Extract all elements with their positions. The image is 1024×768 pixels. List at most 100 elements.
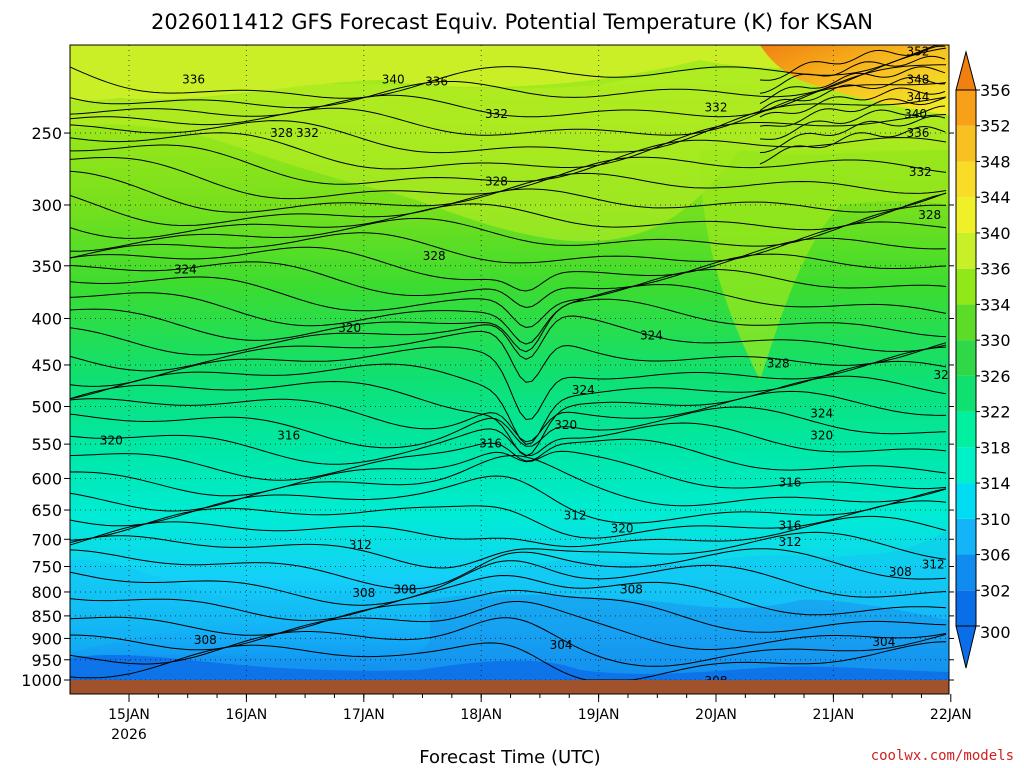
contour-line <box>70 450 947 497</box>
x-tick-label: 22JAN <box>930 707 972 723</box>
colorbar-bottom-arrow <box>955 625 977 669</box>
x-tick-label: 16JAN <box>226 707 268 723</box>
contour-line <box>70 346 947 421</box>
contour-label: 328 <box>485 175 508 189</box>
contour-line <box>70 47 947 109</box>
colorbar-band <box>956 161 976 198</box>
colorbar-tick-label: 314 <box>980 474 1011 493</box>
contour-line <box>759 87 946 118</box>
contour-line <box>759 125 946 165</box>
contour-line <box>70 170 947 213</box>
contour-label: 320 <box>611 521 634 535</box>
contour-label: 328 <box>918 208 941 222</box>
x-sublabel: 2026 <box>111 727 147 743</box>
contour-line <box>70 64 947 118</box>
northeast-warm-corner <box>760 45 949 115</box>
y-tick-label: 550 <box>31 435 62 454</box>
colorbar-tick-label: 326 <box>980 367 1011 386</box>
contour-label: 336 <box>906 126 929 140</box>
contour-line <box>70 360 947 445</box>
contour-label: 304 <box>872 635 895 649</box>
contour-label: 324 <box>810 407 833 421</box>
green-tongue <box>700 150 949 380</box>
contour-line <box>70 422 947 465</box>
contour-line <box>70 375 947 457</box>
y-tick-label: 1000 <box>21 671 62 690</box>
contour-label: 308 <box>996 655 1019 669</box>
contour-label: 324 <box>640 329 663 343</box>
colorbar-tick-label: 330 <box>980 331 1011 350</box>
y-tick-label: 850 <box>31 607 62 626</box>
x-axis-label: Forecast Time (UTC) <box>419 747 600 768</box>
contour-line <box>70 45 946 99</box>
contour-label: 348 <box>906 73 929 87</box>
contour-line <box>759 45 946 81</box>
contour-label: 340 <box>904 107 927 121</box>
colorbar-band <box>956 590 976 626</box>
colorbar-tick-label: 310 <box>980 510 1011 529</box>
x-tick-label: 15JAN <box>108 707 150 723</box>
colorbar: 300 302 306 310 314 318 322 326 330 334 336 340 344 3… <box>955 50 1011 669</box>
contour-line <box>70 330 947 383</box>
contour-line <box>759 115 946 154</box>
colorbar-tick-label: 336 <box>980 260 1011 279</box>
contour-line <box>70 589 947 636</box>
x-tick-label: 20JAN <box>695 707 737 723</box>
contour-label: 324 <box>572 383 595 397</box>
contour-line <box>759 55 946 94</box>
colorbar-tick-label: 352 <box>980 117 1011 136</box>
colorbar-tick-label: 348 <box>980 152 1011 171</box>
colorbar-tick-label: 356 <box>980 81 1011 100</box>
contour-line <box>70 136 947 185</box>
y-tick-label: 650 <box>31 501 62 520</box>
contour-line <box>70 390 946 443</box>
contour-label: 340 <box>382 73 405 87</box>
contour-line <box>70 283 947 345</box>
contour-label: 336 <box>425 74 448 88</box>
contour-line <box>70 406 947 449</box>
terrain-strip <box>70 680 949 694</box>
contour-label: 328 <box>423 249 446 263</box>
y-tick-label: 900 <box>31 629 62 648</box>
contour-line <box>70 454 947 512</box>
contour-label: 332 <box>705 100 728 114</box>
contour-label: 332 <box>909 165 932 179</box>
y-tick-label: 450 <box>31 356 62 375</box>
contour-label: 320 <box>338 321 361 335</box>
contour-line <box>70 574 947 622</box>
colorbar-tick-label: 300 <box>980 623 1011 642</box>
colorbar-band <box>956 447 976 484</box>
upper-yellow-band <box>70 45 949 101</box>
y-tick-label: 300 <box>31 196 62 215</box>
colorbar-tick-label: 334 <box>980 295 1011 314</box>
contour-line <box>70 617 947 667</box>
x-tick-label: 21JAN <box>813 707 855 723</box>
contour-label: 316 <box>277 428 300 442</box>
contour-line <box>70 531 947 569</box>
contour-label: 320 <box>810 428 833 442</box>
colorbar-band <box>956 304 976 341</box>
contour-line <box>70 188 947 227</box>
contour-line <box>759 66 946 105</box>
colorbar-tick-label: 340 <box>980 224 1011 243</box>
contour-label: 308 <box>705 674 728 688</box>
x-tick-label: 19JAN <box>578 707 620 723</box>
contour-line <box>70 515 947 548</box>
contour-line <box>70 548 947 590</box>
colorbar-band <box>956 90 976 126</box>
contour-label: 312 <box>564 508 587 522</box>
contour-label: 336 <box>182 73 205 87</box>
contour-label: 312 <box>779 535 802 549</box>
contour-label-box <box>994 656 1020 668</box>
contour-lines <box>70 45 947 680</box>
colorbar-tick-label: 306 <box>980 546 1011 565</box>
low-blue-pool <box>70 594 949 680</box>
contour-label: 324 <box>933 368 956 382</box>
contour-label: 328 <box>270 126 293 140</box>
x-tick-label: 18JAN <box>460 707 502 723</box>
colorbar-band <box>956 411 976 448</box>
colorbar-frame <box>955 89 977 627</box>
contour-line <box>70 253 947 309</box>
